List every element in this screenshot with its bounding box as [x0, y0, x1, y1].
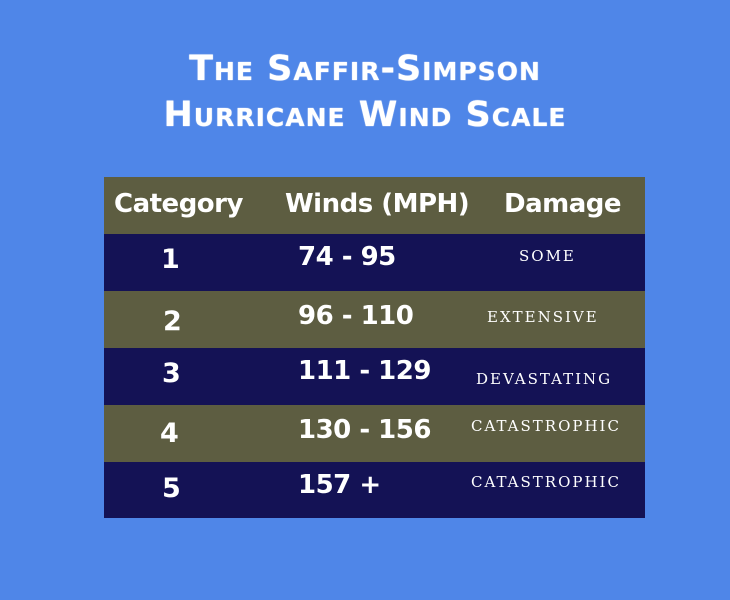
- header-damage: Damage: [504, 189, 622, 219]
- category-cell: 5: [162, 473, 181, 504]
- table-row: 4 130 - 156 CATASTROPHIC: [104, 405, 645, 462]
- header-winds: Winds (MPH): [285, 189, 470, 219]
- winds-cell: 130 - 156: [298, 415, 431, 445]
- winds-cell: 157 +: [298, 470, 381, 500]
- damage-cell: EXTENSIVE: [487, 308, 599, 326]
- title-line-2: Hurricane Wind Scale: [163, 95, 567, 135]
- winds-cell: 74 - 95: [298, 242, 396, 272]
- damage-cell: CATASTROPHIC: [471, 473, 621, 491]
- category-cell: 1: [161, 244, 180, 275]
- table-row: 5 157 + CATASTROPHIC: [104, 462, 645, 518]
- damage-cell: SOME: [519, 247, 576, 265]
- category-cell: 3: [162, 358, 181, 389]
- category-cell: 4: [160, 418, 179, 449]
- category-cell: 2: [163, 306, 182, 337]
- damage-cell: CATASTROPHIC: [471, 417, 621, 435]
- table-row: 2 96 - 110 EXTENSIVE: [104, 291, 645, 348]
- table-row: 1 74 - 95 SOME: [104, 234, 645, 291]
- wind-scale-table: Category Winds (MPH) Damage 1 74 - 95 SO…: [104, 177, 645, 518]
- damage-cell: DEVASTATING: [476, 370, 613, 388]
- title-line-1: The Saffir-Simpson: [189, 49, 541, 89]
- table-row: 3 111 - 129 DEVASTATING: [104, 348, 645, 405]
- header-category: Category: [114, 189, 243, 219]
- winds-cell: 96 - 110: [298, 301, 414, 331]
- winds-cell: 111 - 129: [298, 356, 431, 386]
- table-header-row: Category Winds (MPH) Damage: [104, 177, 645, 234]
- page-title: The Saffir-Simpson Hurricane Wind Scale: [0, 46, 730, 138]
